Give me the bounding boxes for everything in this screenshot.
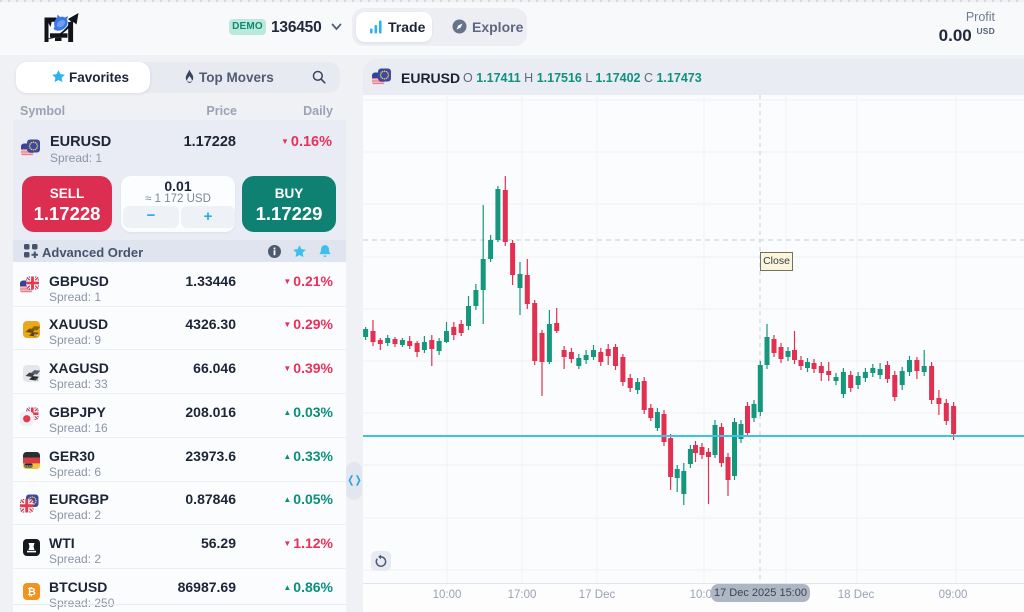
svg-text:Au: Au [33, 333, 37, 337]
svg-text:₿: ₿ [27, 586, 36, 598]
svg-text:DE30: DE30 [24, 464, 32, 468]
svg-text:Ag: Ag [33, 377, 37, 381]
